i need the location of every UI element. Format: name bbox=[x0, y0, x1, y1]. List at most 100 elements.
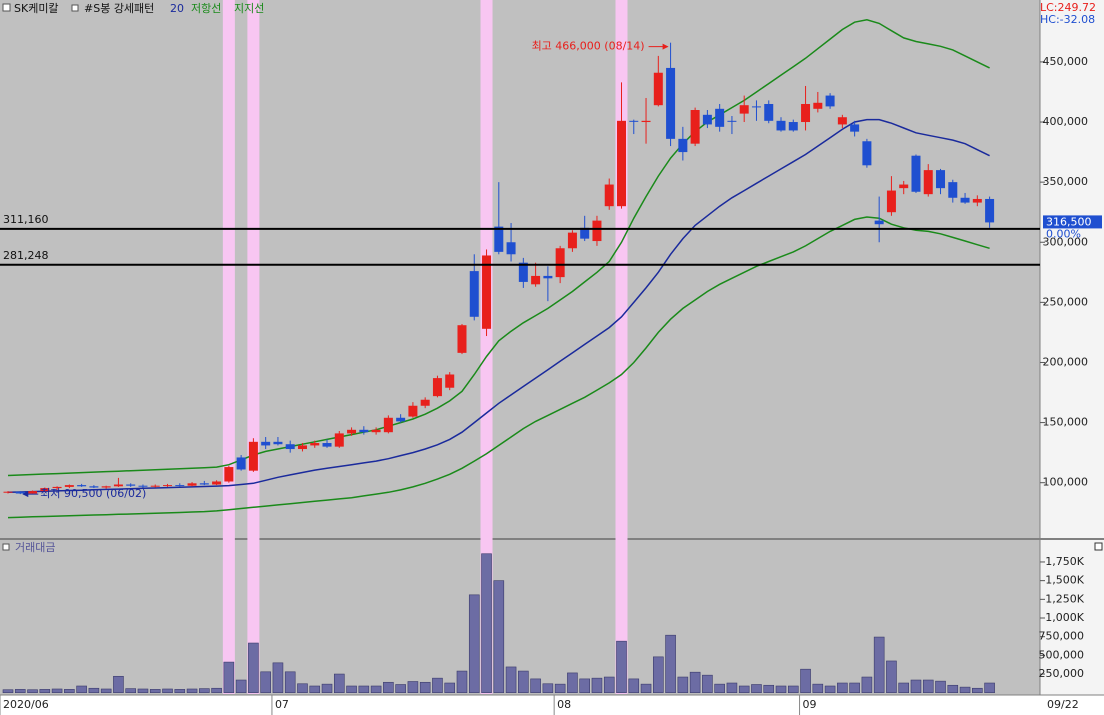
candle-body bbox=[678, 138, 688, 153]
candle-body bbox=[248, 441, 258, 471]
y-tick-label: 1,500K bbox=[1045, 574, 1084, 587]
volume-bar bbox=[603, 676, 615, 694]
volume-bar bbox=[910, 679, 922, 694]
candle-body bbox=[175, 485, 185, 487]
candle-body bbox=[899, 184, 909, 189]
volume-bar bbox=[518, 670, 529, 694]
candle-body bbox=[531, 275, 541, 285]
candle-body bbox=[64, 485, 74, 487]
volume-bar bbox=[113, 675, 124, 694]
change-label: 0.00% bbox=[1046, 227, 1081, 240]
candle-body bbox=[52, 486, 62, 489]
candle-body bbox=[297, 445, 307, 450]
pattern-signal bbox=[222, 0, 235, 694]
volume-bar bbox=[579, 678, 590, 694]
volume-bar bbox=[162, 688, 173, 694]
candle-body bbox=[543, 275, 553, 279]
candle-body bbox=[825, 95, 835, 107]
candle-body bbox=[261, 441, 271, 446]
candle-body bbox=[432, 378, 442, 397]
candle-body bbox=[469, 271, 479, 317]
volume-bar bbox=[714, 683, 725, 694]
axis-background bbox=[1040, 0, 1104, 695]
candle-body bbox=[936, 170, 946, 189]
volume-bar bbox=[358, 685, 370, 694]
volume-bar bbox=[689, 671, 701, 694]
volume-bar bbox=[812, 683, 824, 694]
x-tick-label: 09 bbox=[803, 698, 817, 711]
candle-body bbox=[285, 444, 295, 450]
volume-bar bbox=[76, 685, 87, 694]
candle-body bbox=[187, 483, 197, 486]
y-tick-label: 200,000 bbox=[1043, 355, 1089, 368]
candle-body bbox=[28, 491, 38, 494]
y-tick-label: 400,000 bbox=[1043, 115, 1089, 128]
candle-body bbox=[40, 488, 50, 492]
volume-bar bbox=[787, 685, 799, 694]
volume-bar bbox=[248, 642, 259, 694]
candle-body bbox=[506, 242, 516, 255]
volume-bar bbox=[407, 681, 419, 694]
candle-body bbox=[445, 374, 455, 388]
last-price-box bbox=[1043, 215, 1102, 229]
y-tick-label: 100,000 bbox=[1043, 476, 1089, 489]
volume-bar bbox=[628, 678, 640, 694]
icon bbox=[71, 4, 79, 12]
x-tick-label: 09/22 bbox=[1047, 698, 1079, 711]
volume-bar bbox=[824, 685, 836, 694]
panel-title: 거래대금 bbox=[15, 541, 55, 554]
candle-body bbox=[113, 484, 123, 487]
volume-bar bbox=[444, 682, 456, 694]
candle-body bbox=[850, 124, 860, 132]
volume-bar bbox=[272, 662, 284, 694]
candle-body bbox=[641, 120, 651, 123]
candle-body bbox=[383, 417, 393, 433]
candle-body bbox=[886, 190, 896, 213]
y-tick-label: 1,750K bbox=[1045, 555, 1084, 568]
candle-body bbox=[555, 248, 565, 278]
candle-body bbox=[813, 102, 823, 109]
volume-bar bbox=[88, 687, 100, 694]
volume-bar bbox=[849, 682, 860, 694]
volume-bar bbox=[665, 634, 676, 694]
volume-bar bbox=[616, 640, 627, 694]
icon bbox=[2, 543, 10, 551]
candle-body bbox=[322, 443, 332, 447]
volume-bar bbox=[137, 688, 149, 694]
volume-bar bbox=[898, 682, 910, 694]
y-tick-label: 350,000 bbox=[1043, 175, 1089, 188]
last-price-label: 316,500 bbox=[1046, 215, 1092, 228]
panel-button[interactable] bbox=[1094, 542, 1103, 551]
candle-body bbox=[911, 155, 921, 192]
volume-bar bbox=[959, 686, 971, 694]
y-tick-label: 1,000K bbox=[1045, 611, 1084, 624]
candle-body bbox=[224, 467, 234, 482]
volume-bar bbox=[51, 688, 63, 694]
volume-bar bbox=[861, 676, 873, 694]
volume-bar bbox=[383, 681, 394, 694]
volume-bar bbox=[346, 685, 357, 694]
candle-body bbox=[702, 114, 712, 125]
volume-bar bbox=[395, 684, 406, 694]
volume-bar bbox=[481, 553, 492, 694]
level-label: 311,160 bbox=[3, 213, 49, 226]
level-label: 281,248 bbox=[3, 249, 49, 262]
volume-bar bbox=[554, 683, 566, 694]
candle-body bbox=[347, 429, 357, 434]
candle-body bbox=[101, 486, 111, 488]
volume-bar bbox=[39, 689, 51, 694]
volume-bar bbox=[2, 689, 14, 694]
volume-bar bbox=[125, 688, 136, 694]
candle-body bbox=[77, 485, 87, 487]
candle-body bbox=[690, 110, 700, 144]
candle-body bbox=[3, 491, 13, 493]
volume-bar bbox=[677, 676, 689, 694]
x-tick-label: 08 bbox=[557, 698, 571, 711]
candle-body bbox=[604, 184, 614, 207]
candle-body bbox=[764, 103, 774, 121]
candle-body bbox=[751, 106, 761, 108]
candle-body bbox=[972, 198, 982, 203]
x-tick-label: 2020/06 bbox=[3, 698, 49, 711]
y-tick-label: 250,000 bbox=[1039, 667, 1085, 680]
